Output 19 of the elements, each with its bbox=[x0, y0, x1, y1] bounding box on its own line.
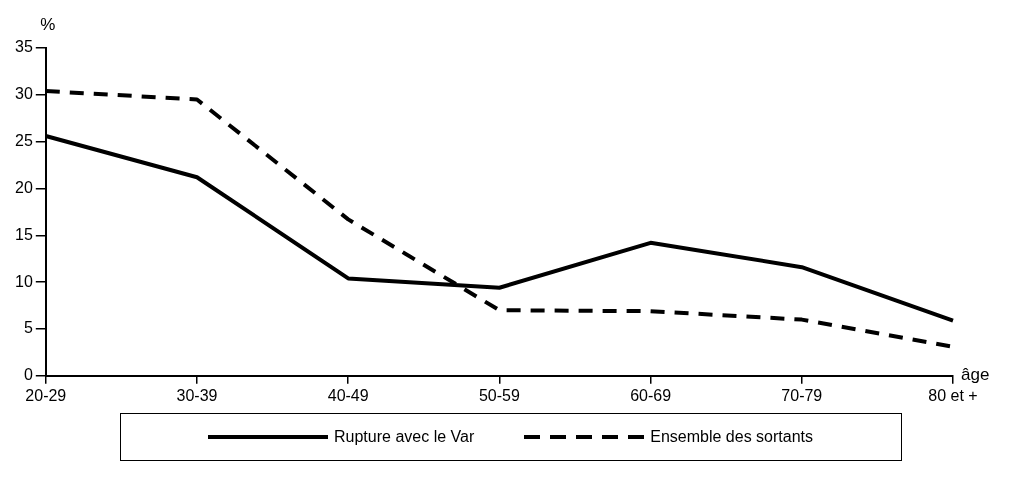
x-tick-label: 80 et + bbox=[928, 386, 978, 404]
x-tick-label: 70-79 bbox=[781, 386, 823, 404]
x-axis-title: âge bbox=[961, 365, 990, 385]
x-tick-label: 30-39 bbox=[176, 386, 218, 404]
y-tick-label: 35 bbox=[15, 38, 33, 56]
legend-label: Ensemble des sortants bbox=[650, 428, 813, 446]
y-tick-label: 20 bbox=[15, 178, 33, 196]
x-tick-label: 40-49 bbox=[327, 386, 369, 404]
x-tick-label: 50-59 bbox=[478, 386, 520, 404]
y-tick-label: 5 bbox=[23, 319, 33, 337]
x-tick-label: 60-69 bbox=[630, 386, 672, 404]
y-tick-label: 30 bbox=[15, 85, 33, 103]
y-tick-label: 15 bbox=[15, 225, 33, 243]
legend-label: Rupture avec le Var bbox=[334, 428, 475, 446]
y-tick-label: 25 bbox=[15, 132, 33, 150]
y-tick-label: 0 bbox=[23, 366, 33, 384]
y-tick-label: 10 bbox=[15, 272, 33, 290]
y-axis-title: % bbox=[40, 15, 56, 35]
x-tick-label: 20-29 bbox=[25, 386, 67, 404]
